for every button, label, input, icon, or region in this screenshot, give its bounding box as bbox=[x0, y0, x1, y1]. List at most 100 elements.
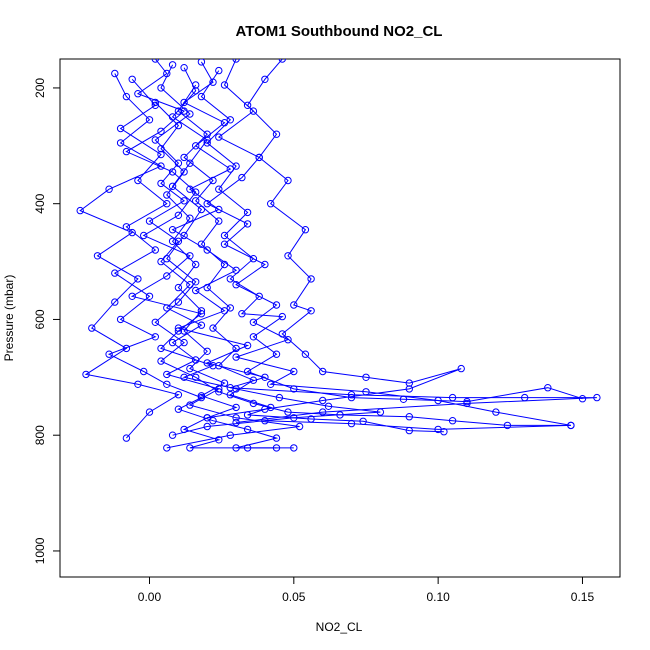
data-point bbox=[243, 208, 252, 217]
data-point bbox=[192, 87, 200, 95]
x-tick-label: 0.10 bbox=[426, 590, 450, 604]
data-point bbox=[186, 185, 194, 193]
data-point bbox=[128, 228, 136, 237]
data-point bbox=[405, 426, 413, 435]
data-point bbox=[295, 422, 304, 431]
data-point bbox=[145, 116, 154, 124]
data-point bbox=[76, 206, 84, 215]
data-point bbox=[151, 136, 160, 144]
data-point bbox=[122, 223, 131, 231]
data-point bbox=[255, 153, 263, 162]
data-point bbox=[203, 139, 211, 147]
y-tick-label: 600 bbox=[33, 309, 47, 329]
data-point bbox=[243, 341, 252, 350]
data-series bbox=[168, 59, 601, 427]
x-axis: 0.00 0.05 0.10 0.15 bbox=[138, 576, 595, 604]
data-point bbox=[220, 81, 229, 89]
data-point bbox=[203, 283, 211, 292]
data-point bbox=[168, 226, 177, 234]
data-series bbox=[76, 69, 183, 442]
data-point bbox=[284, 408, 292, 416]
plot-area-frame bbox=[59, 58, 621, 578]
data-point bbox=[463, 397, 471, 406]
data-point bbox=[134, 380, 142, 388]
data-point bbox=[215, 185, 223, 193]
data-point bbox=[186, 159, 194, 167]
data-point bbox=[567, 421, 575, 430]
data-point bbox=[151, 246, 160, 254]
data-point bbox=[226, 304, 235, 312]
x-tick-label: 0.00 bbox=[138, 590, 162, 604]
data-point bbox=[174, 324, 183, 332]
data-point bbox=[578, 395, 587, 403]
data-point bbox=[180, 338, 188, 347]
x-tick-label: 0.15 bbox=[571, 590, 595, 604]
data-point bbox=[209, 324, 217, 332]
data-series bbox=[174, 81, 448, 436]
data-point bbox=[197, 392, 206, 400]
data-series bbox=[151, 64, 575, 430]
data-point bbox=[232, 418, 240, 427]
data-point bbox=[215, 436, 223, 444]
data-point bbox=[122, 92, 131, 101]
data-point bbox=[174, 283, 183, 292]
series-line bbox=[79, 73, 180, 439]
data-point bbox=[186, 214, 194, 222]
data-point bbox=[203, 414, 211, 422]
data-point bbox=[174, 237, 183, 246]
data-point bbox=[226, 116, 235, 124]
data-point bbox=[290, 385, 298, 393]
y-tick-label: 200 bbox=[33, 78, 47, 98]
series-line bbox=[154, 67, 571, 426]
data-point bbox=[174, 391, 183, 399]
data-point bbox=[157, 357, 165, 365]
data-point bbox=[272, 434, 281, 442]
data-point bbox=[405, 413, 413, 421]
data-point bbox=[192, 81, 200, 89]
data-series bbox=[203, 59, 465, 422]
data-point bbox=[272, 301, 281, 309]
data-point bbox=[128, 75, 136, 84]
data-point bbox=[278, 312, 286, 321]
series-line bbox=[154, 102, 277, 449]
data-point bbox=[399, 395, 408, 403]
data-series bbox=[151, 98, 281, 452]
data-point bbox=[151, 98, 160, 107]
data-point bbox=[134, 275, 142, 283]
data-point bbox=[249, 318, 258, 326]
data-point bbox=[140, 367, 148, 376]
y-axis: 200 400 600 800 1000 bbox=[33, 78, 61, 564]
data-point bbox=[362, 373, 370, 381]
data-point bbox=[180, 64, 188, 72]
data-point bbox=[151, 318, 160, 326]
data-point bbox=[174, 405, 183, 413]
data-point bbox=[186, 110, 194, 118]
data-point bbox=[267, 403, 275, 412]
y-tick-label: 1000 bbox=[33, 537, 47, 564]
y-tick-label: 800 bbox=[33, 425, 47, 445]
data-point bbox=[261, 260, 269, 269]
data-point bbox=[186, 364, 194, 373]
data-point bbox=[243, 101, 252, 110]
data-point bbox=[174, 107, 183, 115]
data-point bbox=[168, 182, 177, 191]
data-point bbox=[324, 402, 333, 410]
data-point bbox=[111, 69, 119, 78]
data-point bbox=[220, 240, 229, 248]
data-point bbox=[249, 107, 258, 115]
x-axis-label: NO2_CL bbox=[316, 620, 363, 634]
x-tick-label: 0.05 bbox=[282, 590, 306, 604]
data-point bbox=[192, 286, 200, 295]
series-line bbox=[206, 59, 571, 430]
data-point bbox=[272, 350, 281, 358]
data-point bbox=[111, 269, 119, 277]
data-point bbox=[336, 411, 344, 419]
data-point bbox=[140, 231, 148, 240]
data-point bbox=[82, 370, 90, 379]
data-point bbox=[203, 422, 211, 431]
data-point bbox=[278, 59, 286, 63]
data-point bbox=[203, 246, 211, 254]
data-point bbox=[243, 220, 252, 228]
y-axis-label: Pressure (mbar) bbox=[2, 275, 16, 362]
data-point bbox=[157, 150, 165, 159]
